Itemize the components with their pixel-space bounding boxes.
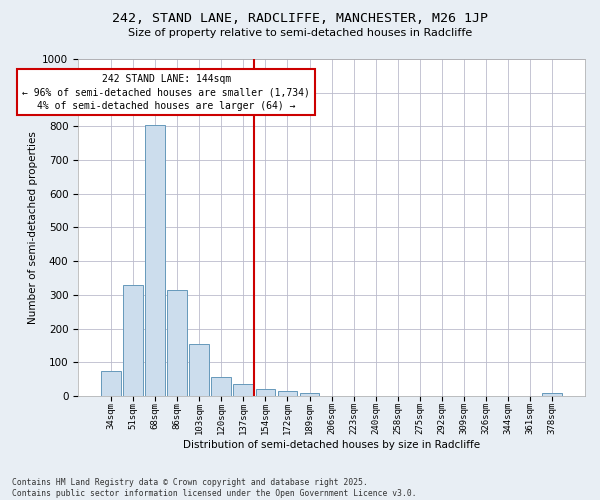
Bar bbox=[233, 384, 253, 396]
Y-axis label: Number of semi-detached properties: Number of semi-detached properties bbox=[28, 131, 38, 324]
Text: Size of property relative to semi-detached houses in Radcliffe: Size of property relative to semi-detach… bbox=[128, 28, 472, 38]
Bar bbox=[256, 388, 275, 396]
Bar bbox=[542, 392, 562, 396]
Bar bbox=[211, 376, 231, 396]
Bar bbox=[101, 370, 121, 396]
Bar bbox=[167, 290, 187, 396]
Bar bbox=[145, 124, 165, 396]
Bar bbox=[299, 392, 319, 396]
Bar bbox=[123, 285, 143, 396]
Bar bbox=[278, 391, 298, 396]
Text: 242 STAND LANE: 144sqm
← 96% of semi-detached houses are smaller (1,734)
4% of s: 242 STAND LANE: 144sqm ← 96% of semi-det… bbox=[22, 74, 310, 110]
Text: Contains HM Land Registry data © Crown copyright and database right 2025.
Contai: Contains HM Land Registry data © Crown c… bbox=[12, 478, 416, 498]
Text: 242, STAND LANE, RADCLIFFE, MANCHESTER, M26 1JP: 242, STAND LANE, RADCLIFFE, MANCHESTER, … bbox=[112, 12, 488, 26]
Bar bbox=[190, 344, 209, 396]
X-axis label: Distribution of semi-detached houses by size in Radcliffe: Distribution of semi-detached houses by … bbox=[183, 440, 480, 450]
